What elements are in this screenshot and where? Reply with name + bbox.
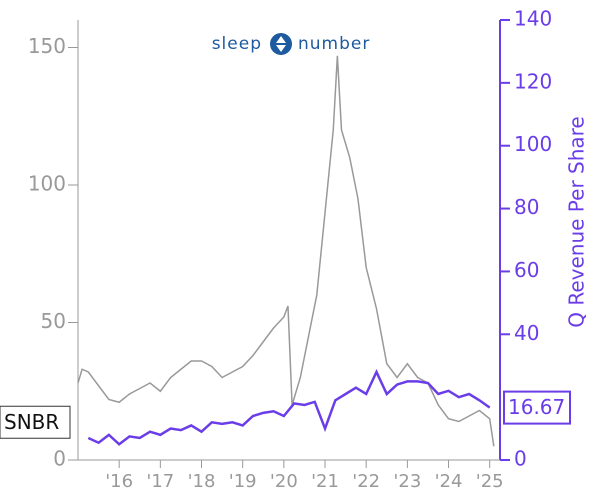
y2-tick-label: 60 <box>514 258 539 282</box>
y2-axis-label: Q Revenue Per Share <box>565 116 589 328</box>
y2-tick-label: 80 <box>514 195 539 219</box>
x-tick-label: '19 <box>229 471 257 492</box>
y2-tick-label: 100 <box>514 132 552 156</box>
y2-tick-label: 0 <box>514 447 527 471</box>
logo-text: sleep <box>212 34 262 54</box>
x-tick-label: '21 <box>311 471 339 492</box>
logo-icon <box>270 33 292 55</box>
x-tick-label: '20 <box>270 471 298 492</box>
series-line <box>87 369 491 446</box>
y2-tick-label: 140 <box>514 7 552 31</box>
y2-tick-label: 120 <box>514 69 552 93</box>
logo-text: number <box>298 34 370 54</box>
ticker-label: SNBR <box>4 410 59 434</box>
value-label: 16.67 <box>508 395 565 419</box>
x-tick-label: '25 <box>476 471 504 492</box>
y-tick-label: 150 <box>28 34 66 58</box>
x-tick-label: '16 <box>105 471 133 492</box>
y2-tick-label: 40 <box>514 321 539 345</box>
y-tick-label: 50 <box>41 309 66 333</box>
x-tick-label: '24 <box>435 471 463 492</box>
x-tick-label: '23 <box>393 471 421 492</box>
x-tick-label: '17 <box>146 471 174 492</box>
x-tick-label: '22 <box>352 471 380 492</box>
value-label-box <box>503 390 571 425</box>
ticker-box <box>0 405 71 439</box>
x-tick-label: '18 <box>188 471 216 492</box>
logo-icon-arrows <box>276 36 286 52</box>
y-tick-label: 0 <box>53 447 66 471</box>
y-tick-label: 100 <box>28 172 66 196</box>
